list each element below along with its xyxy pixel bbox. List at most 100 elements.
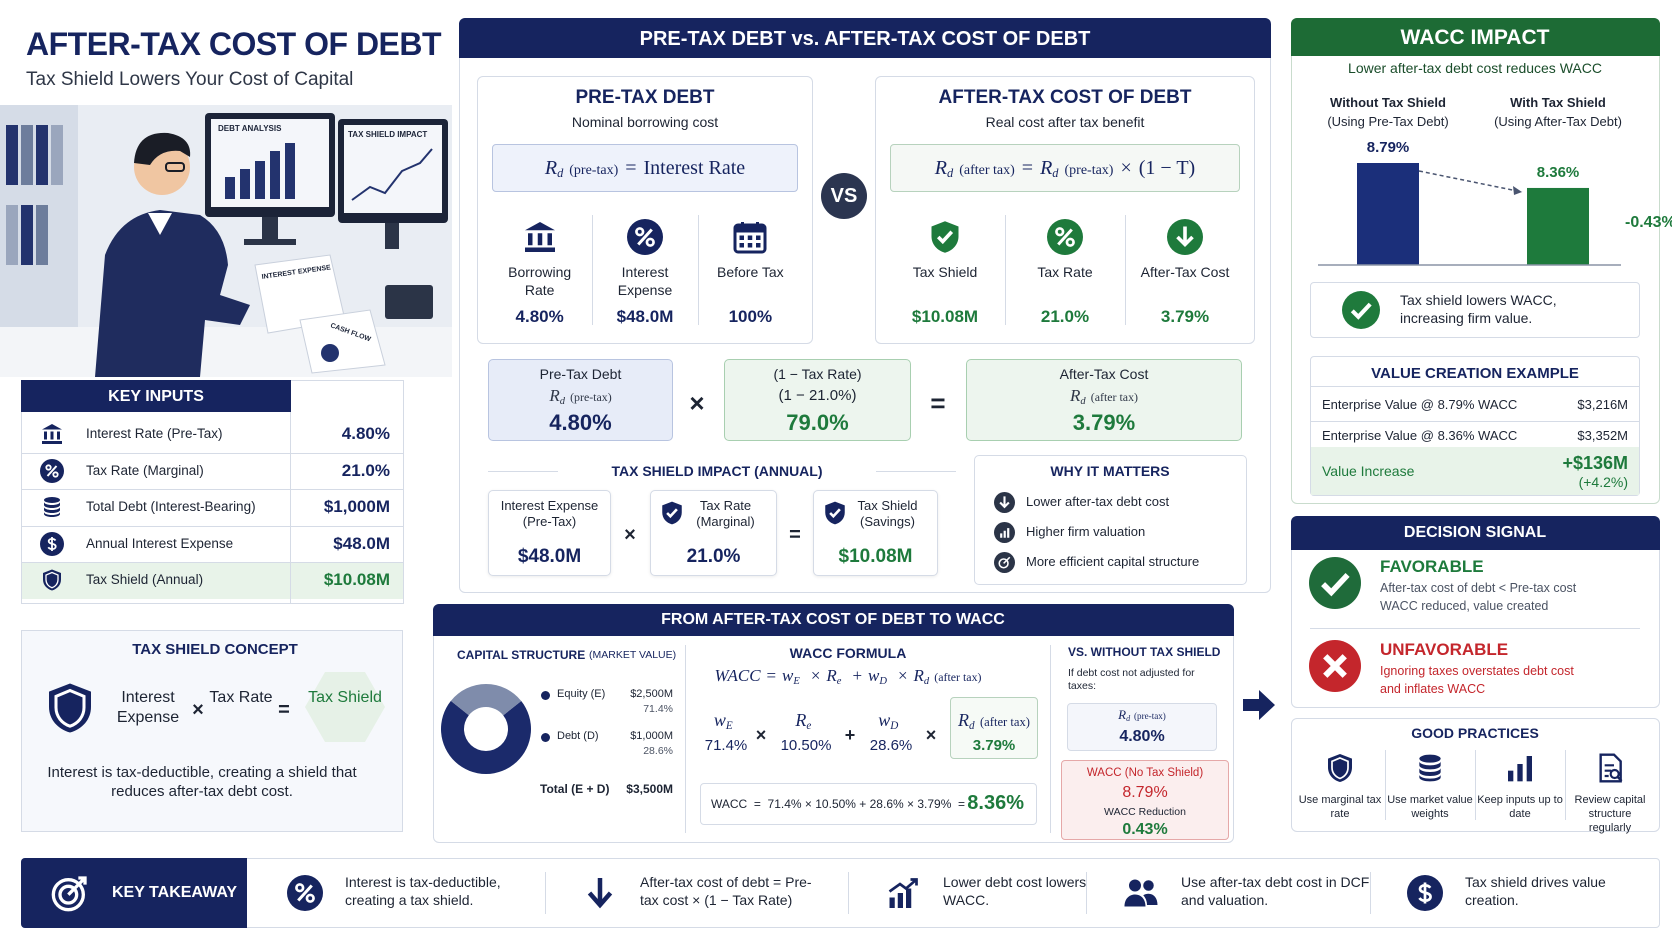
icon (287, 875, 323, 911)
item-label: Borrowing Rate (508, 264, 572, 298)
formula-token: w (868, 666, 880, 685)
formula-token: (after tax) (959, 163, 1015, 178)
total-value: +$136M (1562, 453, 1628, 473)
item-value: $48.0M (616, 307, 674, 326)
icon-shape (47, 536, 57, 551)
formula-token: R (795, 710, 807, 730)
icon (888, 878, 918, 908)
icon-shape (998, 495, 1010, 508)
formula: wE (714, 710, 738, 733)
calc-result: 8.36% (967, 792, 1024, 814)
formula-token: E (793, 675, 800, 687)
divider (1050, 645, 1051, 833)
document (299, 309, 386, 374)
screen-bar (255, 161, 265, 199)
icon-shape (524, 222, 555, 252)
impact-value: $10.08M (838, 546, 913, 567)
panel-title: KEY TAKEAWAY (112, 884, 238, 901)
section-title: TAX SHIELD IMPACT (ANNUAL) (611, 463, 823, 479)
row-label: Interest Rate (Pre-Tax) (86, 426, 223, 441)
icon-shape (67, 876, 87, 896)
divider (22, 525, 403, 527)
legend-share: 28.6% (643, 745, 673, 757)
calc-box (488, 359, 673, 441)
legend-dot (541, 733, 550, 742)
formula-token: (pre-tax) (569, 163, 619, 178)
page-title: AFTER-TAX COST OF DEBT (26, 26, 442, 62)
bar (1527, 187, 1589, 265)
formula-token: R (1118, 707, 1127, 722)
total-label: Value Increase (1322, 463, 1415, 479)
formula: Rd (after tax) (1070, 386, 1138, 408)
icon (993, 521, 1015, 543)
icon (1167, 219, 1203, 255)
section-title: VALUE CREATION EXAMPLE (1371, 365, 1579, 382)
icon-shape (1143, 880, 1154, 891)
divider (685, 645, 686, 833)
operator: × (755, 725, 767, 745)
formula-token: WACC (714, 666, 761, 685)
formula: WACC = wE × Re + wD × Rd (after tax) (715, 666, 982, 688)
takeaway-item: Use after-tax debt cost in DCF and valua… (1181, 874, 1370, 908)
calc-text: WACC = 71.4% × 10.50% + 28.6% × 3.79% = (711, 797, 966, 811)
item-label: Tax Shield (912, 264, 978, 280)
card-title: AFTER-TAX COST OF DEBT (938, 87, 1192, 108)
impact-label: Tax Rate (Marginal) (696, 498, 755, 530)
row-value: 21.0% (341, 460, 390, 480)
formula: Re (795, 710, 816, 733)
panel-title: KEY INPUTS (108, 388, 204, 405)
legend-value: $2,500M (630, 688, 673, 700)
monitor-stand (262, 217, 278, 241)
person-hair (134, 132, 191, 165)
total-label: Total (E + D) (540, 782, 610, 796)
formula-token: (pre-tax) (1064, 163, 1114, 178)
formula-token: R (934, 157, 948, 179)
icon (1508, 756, 1532, 782)
donut-segment (450, 684, 522, 716)
formula-token: + (852, 666, 863, 685)
impact-box (488, 490, 611, 576)
why-item: More efficient capital structure (1026, 554, 1200, 569)
concept-term: Interest Expense (116, 689, 180, 726)
row-value: $3,352M (1577, 428, 1628, 443)
icon (587, 878, 613, 909)
calc-box (724, 359, 911, 441)
section-note: If debt cost not adjusted for taxes: (1068, 667, 1195, 693)
formula-token: = (766, 666, 777, 685)
icon-shape (897, 893, 903, 908)
icon-shape (1342, 291, 1380, 329)
formula-token: d (969, 719, 975, 732)
formula-token: = (1021, 157, 1034, 179)
calc-result-box (700, 783, 1037, 825)
comparison-header (459, 18, 1271, 58)
formula-token: R (1070, 386, 1081, 405)
icon-shape (1599, 753, 1622, 783)
icon-shape (45, 463, 52, 471)
binder (36, 125, 48, 185)
row-highlight (22, 562, 403, 599)
calc-label: (1 − Tax Rate) (773, 366, 862, 382)
legend-share: 71.4% (643, 703, 673, 715)
divider (1005, 215, 1006, 325)
icon-shape (44, 502, 60, 517)
icon-shape (54, 688, 86, 728)
icon-shape (1350, 302, 1372, 320)
binder (36, 205, 48, 265)
formula-token: R (544, 157, 558, 179)
divider (1370, 872, 1371, 914)
vs-badge (821, 173, 867, 219)
vs-label: VS (830, 185, 858, 207)
formula-token: × (898, 666, 908, 685)
formula-box (492, 144, 798, 192)
icon-shape (1508, 770, 1514, 782)
binder (6, 125, 18, 185)
formula-token: d (1126, 714, 1131, 723)
divider (545, 872, 546, 914)
calc-detail: (1 − 21.0%) (778, 387, 857, 404)
icon-shape (1065, 237, 1075, 247)
signal-line: After-tax cost of debt < Pre-tax cost (1380, 581, 1577, 595)
divider (1311, 386, 1639, 387)
illustration: DEBT ANALYSIS TAX SHIELD IMPACT INTEREST… (0, 105, 452, 377)
item-value: 100% (728, 307, 773, 326)
bar-value: 8.79% (1366, 139, 1410, 156)
